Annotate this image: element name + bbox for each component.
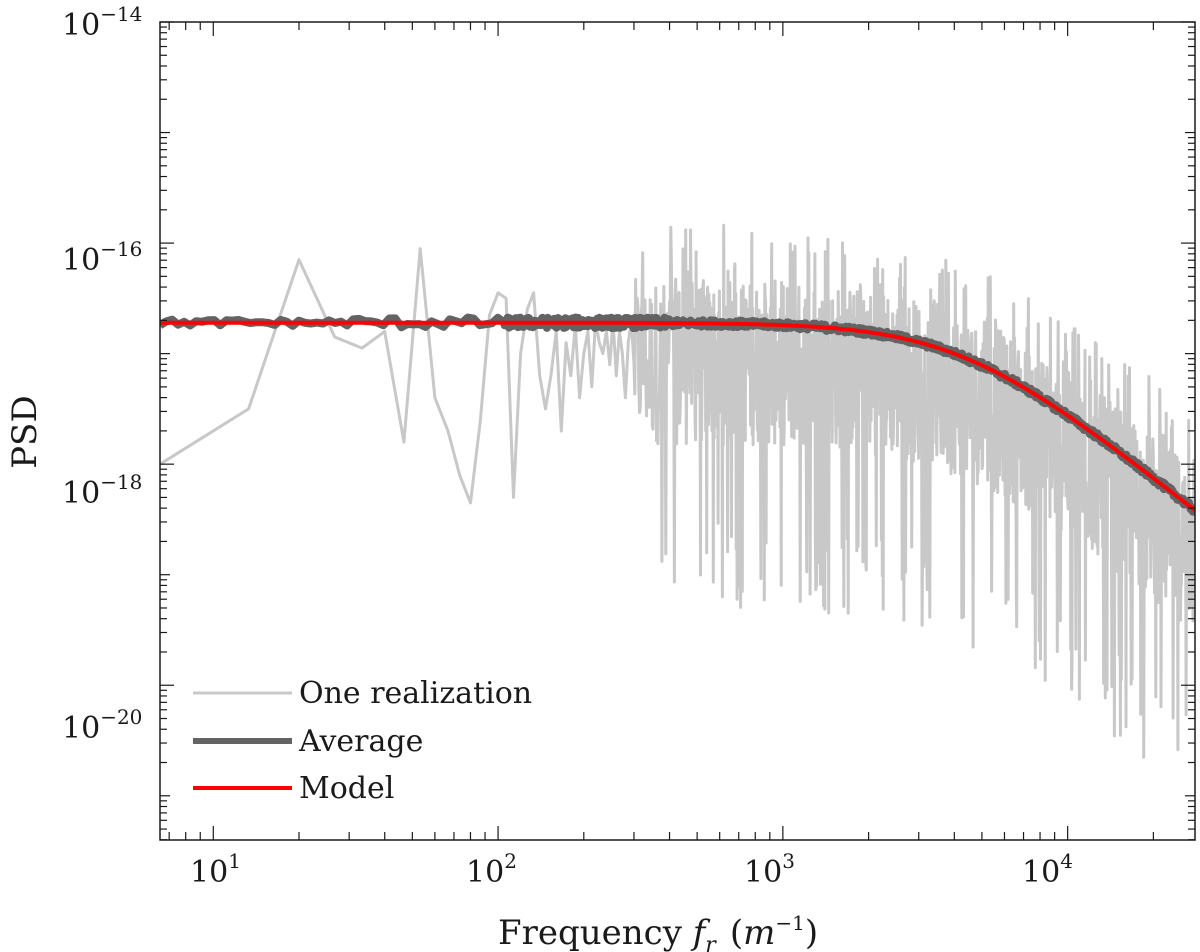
y-tick-label: 10−18 (62, 470, 142, 511)
legend-label-one-realization: One realization (299, 676, 532, 711)
y-tick-label: 10−14 (62, 2, 142, 43)
series-layer (160, 223, 1195, 759)
svg-text:10−14: 10−14 (62, 2, 142, 43)
x-tick-label: 102 (466, 849, 517, 890)
series-model-line (160, 320, 1195, 512)
x-tick-label: 103 (744, 849, 795, 890)
x-tick-label: 101 (190, 849, 241, 890)
svg-text:102: 102 (466, 849, 517, 890)
major-tick-layer (160, 21, 1195, 841)
svg-text:10−18: 10−18 (62, 470, 142, 511)
svg-text:103: 103 (744, 849, 795, 890)
legend: One realization Average Model (193, 676, 532, 806)
y-axis-title: PSD (5, 395, 45, 468)
legend-label-average: Average (298, 724, 423, 759)
svg-text:101: 101 (190, 849, 241, 890)
series-one-realization-line (160, 223, 1195, 759)
svg-text:104: 104 (1022, 849, 1073, 890)
svg-text:10−20: 10−20 (62, 705, 142, 746)
y-tick-label: 10−16 (62, 237, 142, 278)
x-axis-title: Frequency fr (m−1) (498, 911, 818, 952)
y-tick-label: 10−20 (62, 705, 142, 746)
svg-text:10−16: 10−16 (62, 237, 142, 278)
legend-label-model: Model (299, 771, 394, 806)
x-tick-label: 104 (1022, 849, 1073, 890)
